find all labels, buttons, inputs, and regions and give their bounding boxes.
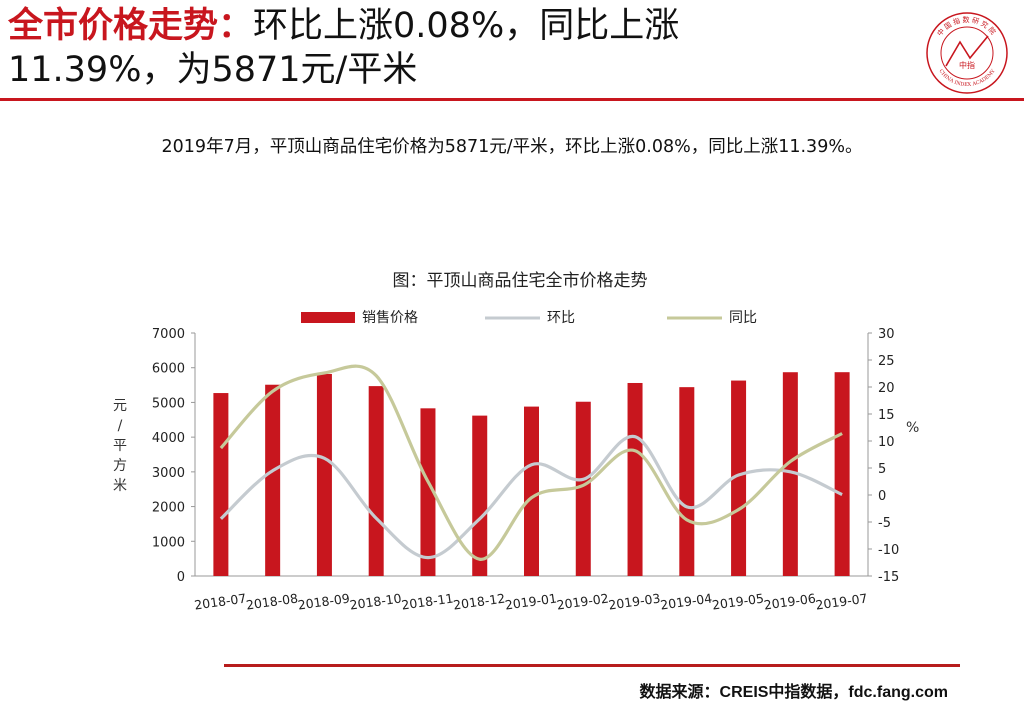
title-highlight: 全市价格走势：: [8, 6, 254, 46]
bar-2018-09: [316, 373, 332, 576]
x-tick-label: 2018-10: [349, 590, 403, 612]
y-right-tick-label: -15: [878, 570, 899, 585]
y-left-tick-label: 2000: [152, 501, 185, 516]
y-axis-right-label: %: [906, 420, 919, 436]
logo-text-center: 中指: [959, 60, 975, 70]
legend-swatch-sales-price: [301, 312, 355, 323]
y-left-tick-label: 6000: [152, 362, 185, 377]
legend-label-mom: 环比: [547, 310, 575, 326]
page-title: 全市价格走势：环比上涨0.08%，同比上涨 11.39%，为5871元/平米: [8, 4, 908, 92]
title-line2: 11.39%，为5871元/平米: [8, 50, 418, 90]
bar-2018-12: [472, 415, 488, 576]
chart-title: 图：平顶山商品住宅全市价格走势: [393, 271, 648, 291]
bar-2018-08: [265, 384, 281, 576]
bar-2019-07: [834, 372, 850, 576]
x-tick-label: 2019-02: [556, 590, 610, 612]
x-tick-label: 2018-11: [400, 590, 454, 612]
x-tick-label: 2018-09: [297, 590, 351, 612]
header-divider: [0, 98, 1024, 101]
bar-2019-03: [627, 382, 643, 576]
y-left-tick-label: 5000: [152, 396, 185, 411]
x-tick-label: 2019-01: [504, 590, 558, 612]
x-tick-label: 2019-07: [815, 590, 869, 612]
x-tick-label: 2018-12: [452, 590, 506, 612]
x-tick-label: 2019-04: [659, 590, 713, 612]
x-tick-label: 2019-05: [711, 590, 765, 612]
footer-divider: [224, 664, 960, 667]
summary-text: 2019年7月，平顶山商品住宅价格为5871元/平米，环比上涨0.08%，同比上…: [161, 137, 863, 157]
data-source: 数据来源：CREIS中指数据，fdc.fang.com: [639, 684, 948, 701]
y-right-tick-label: 15: [878, 408, 895, 423]
y-left-tick-label: 7000: [152, 327, 185, 342]
china-index-academy-logo: 中国指数研究院 CHINA INDEX ACADEMY 中指: [926, 12, 1008, 94]
x-tick-label: 2019-06: [763, 590, 817, 612]
y-right-tick-label: -5: [878, 516, 891, 531]
bar-2018-10: [368, 386, 384, 576]
bar-2019-04: [679, 387, 695, 576]
y-left-tick-label: 3000: [152, 466, 185, 481]
bar-2019-02: [575, 401, 591, 576]
legend-label-yoy: 同比: [729, 310, 757, 326]
title-line1-rest: 环比上涨0.08%，同比上涨: [253, 6, 680, 46]
logo-text-bottom: CHINA INDEX ACADEMY: [937, 68, 996, 88]
y-right-tick-label: 0: [878, 489, 886, 504]
y-right-tick-label: 5: [878, 462, 886, 477]
line-yoy: [219, 364, 843, 561]
y-right-tick-label: 25: [878, 354, 895, 369]
bar-2019-05: [731, 380, 747, 576]
bar-2019-01: [524, 406, 539, 576]
bar-2018-07: [213, 393, 229, 576]
y-right-tick-label: 30: [878, 327, 895, 342]
line-mom: [219, 435, 843, 560]
y-left-tick-label: 0: [177, 570, 185, 585]
y-right-tick-label: -10: [878, 543, 899, 558]
y-right-tick-label: 20: [878, 381, 895, 396]
y-left-tick-label: 1000: [152, 535, 185, 550]
logo-text-top: 中国指数研究院: [935, 15, 999, 38]
y-axis-left-label: 元/平方米: [113, 398, 127, 494]
legend-label-sales-price: 销售价格: [362, 310, 418, 326]
x-tick-label: 2019-03: [608, 590, 662, 612]
x-tick-label: 2018-08: [245, 590, 299, 612]
y-right-tick-label: 10: [878, 435, 895, 450]
bar-2019-06: [782, 372, 798, 576]
bar-2018-11: [420, 408, 436, 576]
x-tick-label: 2018-07: [193, 590, 247, 612]
y-left-tick-label: 4000: [152, 431, 185, 446]
